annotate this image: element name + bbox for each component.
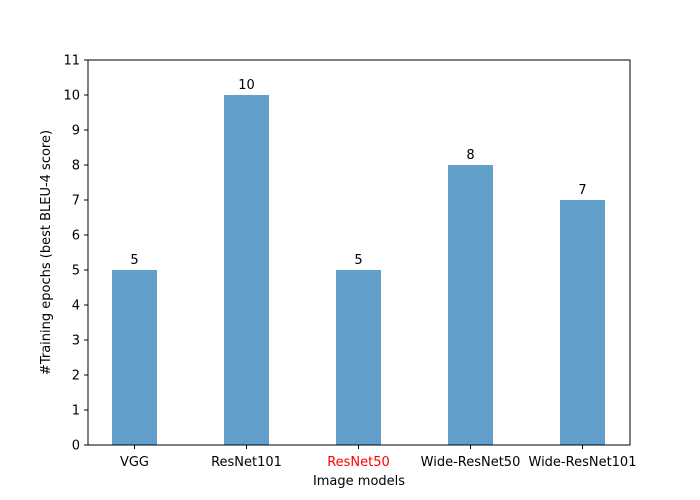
y-tick-label: 11: [63, 54, 80, 69]
bar-wide-resnet50: [448, 165, 493, 445]
data-label: 5: [354, 253, 362, 268]
x-tick-label: Wide-ResNet101: [529, 455, 637, 470]
y-tick-label: 5: [72, 264, 80, 279]
data-label: 10: [238, 78, 255, 93]
y-tick-label: 1: [72, 404, 80, 419]
x-axis-label: Image models: [313, 474, 405, 489]
bar-resnet101: [224, 95, 269, 445]
data-labels: 5 10 5 8 7: [130, 78, 586, 268]
y-axis-label: #Training epochs (best BLEU-4 score): [39, 130, 54, 375]
bar-vgg: [112, 270, 157, 445]
x-axis: VGG ResNet101 ResNet50 Wide-ResNet50 Wide-Re…: [120, 445, 637, 470]
y-tick-label: 9: [72, 124, 80, 139]
bar-wide-resnet101: [560, 200, 605, 445]
y-tick-label: 8: [72, 159, 80, 174]
y-tick-label: 2: [72, 369, 80, 384]
bar-resnet50: [336, 270, 381, 445]
x-tick-label: ResNet50: [327, 455, 390, 470]
bars-layer: [112, 95, 605, 445]
x-tick-label: Wide-ResNet50: [421, 455, 521, 470]
data-label: 5: [130, 253, 138, 268]
y-tick-label: 10: [63, 89, 80, 104]
y-tick-label: 3: [72, 334, 80, 349]
y-tick-label: 4: [72, 299, 80, 314]
data-label: 7: [578, 183, 586, 198]
y-tick-label: 7: [72, 194, 80, 209]
x-tick-label: VGG: [120, 455, 149, 470]
y-tick-label: 0: [72, 439, 80, 454]
y-axis: 0 1 2 3 4 5 6 7 8 9 10 11: [63, 54, 88, 454]
x-tick-label: ResNet101: [211, 455, 282, 470]
y-tick-label: 6: [72, 229, 80, 244]
data-label: 8: [466, 148, 474, 163]
